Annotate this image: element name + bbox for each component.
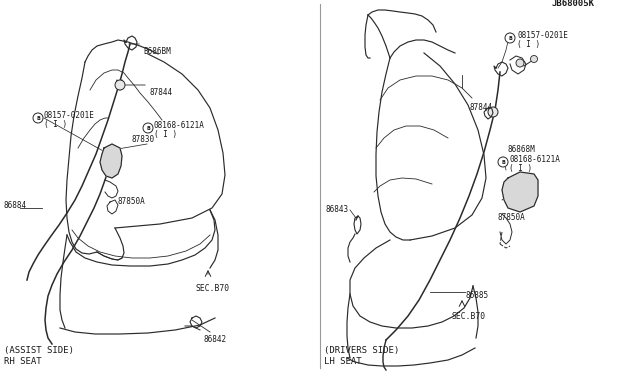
Text: (ASSIST SIDE): (ASSIST SIDE) — [4, 346, 74, 355]
Text: 87850A: 87850A — [118, 198, 146, 206]
Text: 86843: 86843 — [325, 205, 348, 215]
Text: ( I ): ( I ) — [44, 119, 67, 128]
Circle shape — [531, 55, 538, 62]
Text: B: B — [146, 125, 150, 131]
Text: 87850A: 87850A — [498, 214, 525, 222]
Text: 87844: 87844 — [470, 103, 493, 112]
Text: 86885: 86885 — [466, 291, 489, 299]
Text: 08168-6121A: 08168-6121A — [154, 122, 205, 131]
Text: B: B — [508, 35, 512, 41]
Polygon shape — [502, 172, 538, 212]
Polygon shape — [100, 144, 122, 178]
Circle shape — [516, 59, 524, 67]
Circle shape — [498, 157, 508, 167]
Circle shape — [143, 123, 153, 133]
Text: JB68005K: JB68005K — [552, 0, 595, 8]
Text: LH SEAT: LH SEAT — [324, 357, 362, 366]
Circle shape — [33, 113, 43, 123]
Text: SEC.B70: SEC.B70 — [196, 284, 230, 293]
Text: ( I ): ( I ) — [154, 129, 177, 138]
Text: 08157-0201E: 08157-0201E — [517, 31, 568, 39]
Text: (DRIVERS SIDE): (DRIVERS SIDE) — [324, 346, 399, 355]
Text: RH SEAT: RH SEAT — [4, 357, 42, 366]
Circle shape — [115, 80, 125, 90]
Text: 87830: 87830 — [131, 135, 154, 144]
Text: 86884: 86884 — [3, 201, 26, 209]
Text: 86868M: 86868M — [507, 145, 535, 154]
Text: ( I ): ( I ) — [509, 164, 532, 173]
Text: 08168-6121A: 08168-6121A — [509, 155, 560, 164]
Circle shape — [505, 33, 515, 43]
Text: B686BM: B686BM — [143, 47, 171, 56]
Text: 87844: 87844 — [149, 88, 172, 97]
Text: 08157-0201E: 08157-0201E — [44, 110, 95, 119]
Text: ( I ): ( I ) — [517, 39, 540, 48]
Text: 86842: 86842 — [204, 336, 227, 344]
Text: B: B — [501, 160, 505, 164]
Text: SEC.B70: SEC.B70 — [452, 312, 486, 321]
Text: B: B — [36, 115, 40, 121]
Circle shape — [488, 107, 498, 117]
Text: B7030: B7030 — [503, 196, 526, 205]
